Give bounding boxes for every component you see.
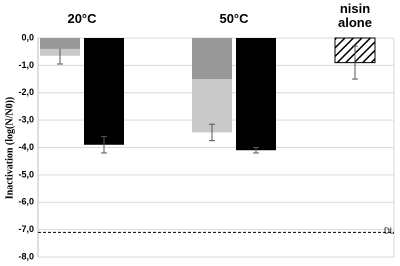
y-tick-label: -7,0	[18, 224, 34, 234]
bar	[40, 38, 80, 49]
bar	[84, 38, 124, 145]
y-tick-label: -3,0	[18, 115, 34, 125]
bar	[236, 38, 276, 151]
y-axis-label: Inactivation (log(N/N0))	[4, 97, 15, 200]
category-label: nisin alone	[338, 1, 372, 30]
y-tick-label: -8,0	[18, 251, 34, 261]
y-tick-label: -5,0	[18, 169, 34, 179]
detection-limit-label: DL	[384, 226, 395, 235]
y-tick-label: -4,0	[18, 142, 34, 152]
y-tick-label: -2,0	[18, 87, 34, 97]
y-tick-label: -1,0	[18, 60, 34, 70]
bar	[192, 38, 232, 80]
y-tick-label: 0,0	[21, 32, 34, 42]
y-tick-label: -6,0	[18, 197, 34, 207]
category-label: 50°C	[219, 11, 249, 26]
category-label: 20°C	[67, 11, 97, 26]
